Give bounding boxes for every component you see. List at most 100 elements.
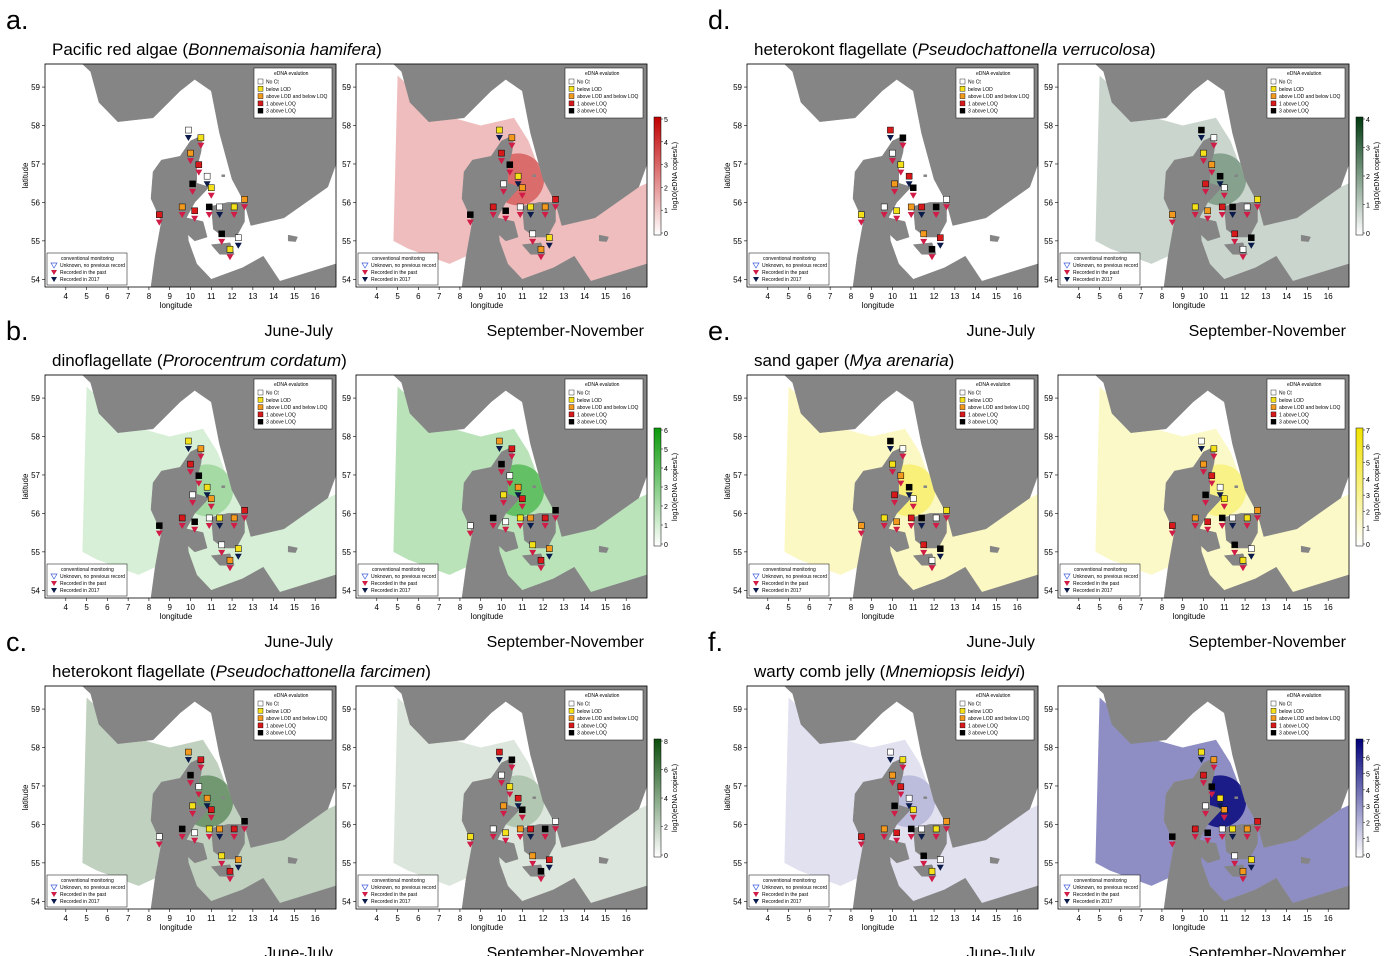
season-label: September-November — [487, 323, 645, 340]
station-eval-marker — [887, 126, 894, 134]
station-conv-marker — [936, 242, 944, 249]
station-conv-marker — [891, 188, 899, 195]
land-2 — [1199, 528, 1221, 553]
station-conv-marker — [498, 780, 505, 787]
edna-legend-label: 1 above LOQ — [1279, 412, 1309, 418]
station-eval-marker — [552, 507, 559, 514]
y-tick-label: 59 — [733, 394, 742, 403]
x-tick-label: 10 — [497, 603, 506, 612]
x-tick-label: 6 — [1118, 914, 1123, 923]
station-conv-marker — [905, 803, 913, 810]
x-tick-label: 4 — [1077, 603, 1082, 612]
y-tick-label: 59 — [1044, 705, 1053, 714]
station-conv-marker — [1229, 522, 1237, 529]
station-eval-marker — [1210, 756, 1218, 763]
station-eval-marker — [546, 856, 553, 863]
conv-legend-marker — [50, 573, 58, 580]
conv-legend-marker — [1064, 899, 1070, 904]
station-eval-marker — [889, 460, 896, 468]
edna-legend-label: 3 above LOQ — [968, 109, 998, 115]
edna-legend-box — [955, 378, 1035, 430]
station-eval-marker — [918, 514, 925, 522]
station-conv-marker — [527, 211, 535, 218]
x-tick-label: 15 — [1303, 603, 1312, 612]
colorbar — [1355, 427, 1364, 547]
conv-legend-marker — [362, 277, 368, 282]
station-eval-marker — [546, 234, 553, 241]
station-conv-marker — [226, 254, 234, 261]
station-conv-marker — [1216, 181, 1224, 188]
x-tick-label: 13 — [950, 603, 959, 612]
conv-legend-label: Recorded in 2017 — [762, 588, 802, 594]
station-conv-marker — [205, 522, 213, 529]
x-tick-label: 9 — [869, 292, 874, 301]
x-tick-label: 6 — [1118, 603, 1123, 612]
station-conv-marker — [552, 826, 560, 833]
colorbar — [1355, 738, 1364, 858]
conv-legend-label: Unknown, no previous record — [762, 574, 827, 580]
station-eval-marker — [928, 556, 936, 564]
colorbar-tick-label: 3 — [664, 163, 668, 170]
edna-legend-swatch — [959, 708, 966, 714]
land-2 — [1199, 839, 1221, 864]
station-eval-marker — [208, 806, 215, 813]
y-tick-label: 55 — [733, 548, 742, 557]
station-eval-marker — [1208, 161, 1216, 168]
x-tick-label: 13 — [950, 292, 959, 301]
title-suffix: ) — [949, 351, 955, 370]
station-eval-marker — [187, 149, 194, 157]
land-6 — [221, 174, 226, 177]
station-conv-marker — [191, 837, 199, 844]
station-eval-marker — [1208, 783, 1216, 790]
y-tick-label: 59 — [733, 83, 742, 92]
station-conv-marker — [508, 764, 516, 771]
station-eval-marker — [519, 184, 526, 191]
station-conv-marker — [230, 211, 238, 218]
edna-legend-label: 1 above LOQ — [266, 101, 296, 107]
edna-legend-swatch — [568, 397, 575, 403]
y-tick-label: 57 — [342, 782, 351, 791]
station-eval-marker — [1229, 514, 1236, 522]
x-tick-label: 10 — [1199, 603, 1208, 612]
title-suffix: ) — [1150, 40, 1156, 59]
x-tick-label: 11 — [1220, 603, 1229, 612]
edna-legend-title: eDNA evalution — [976, 71, 1011, 77]
edna-legend-label: above LOD and below LOQ — [577, 716, 639, 722]
x-tick-label: 12 — [539, 914, 548, 923]
edna-legend-swatch — [257, 100, 264, 107]
station-conv-marker — [936, 553, 944, 560]
station-eval-marker — [496, 748, 503, 756]
land-5 — [1300, 234, 1311, 242]
x-axis-label: longitude — [862, 612, 895, 621]
conv-legend-marker — [1064, 270, 1070, 275]
y-tick-label: 56 — [1044, 198, 1053, 207]
station-conv-marker — [155, 219, 163, 226]
edna-legend-box — [1266, 67, 1346, 119]
y-tick-label: 57 — [31, 782, 40, 791]
station-conv-marker — [1202, 810, 1210, 817]
station-conv-marker — [857, 219, 865, 226]
station-conv-marker — [1220, 814, 1228, 821]
edna-legend-title: eDNA evalution — [1287, 382, 1322, 388]
x-tick-label: 13 — [559, 914, 568, 923]
colorbar-tick-label: 7 — [1366, 428, 1370, 435]
edna-legend-swatch — [1270, 78, 1277, 85]
station-eval-marker — [502, 518, 509, 526]
station-eval-marker — [195, 161, 203, 168]
station-conv-marker — [203, 803, 211, 810]
conv-legend-title: conventional monitoring — [372, 256, 425, 262]
land-1 — [1163, 756, 1350, 910]
x-tick-label: 9 — [869, 603, 874, 612]
conv-legend-marker — [752, 262, 760, 269]
x-tick-label: 16 — [311, 603, 320, 612]
land-2 — [888, 217, 910, 242]
land-3 — [522, 824, 556, 860]
x-tick-label: 15 — [992, 603, 1001, 612]
edna-legend-label: 1 above LOQ — [968, 723, 998, 729]
conv-legend-marker — [50, 262, 58, 269]
conv-legend-label: Unknown, no previous record — [60, 574, 125, 580]
station-eval-marker — [910, 184, 917, 191]
